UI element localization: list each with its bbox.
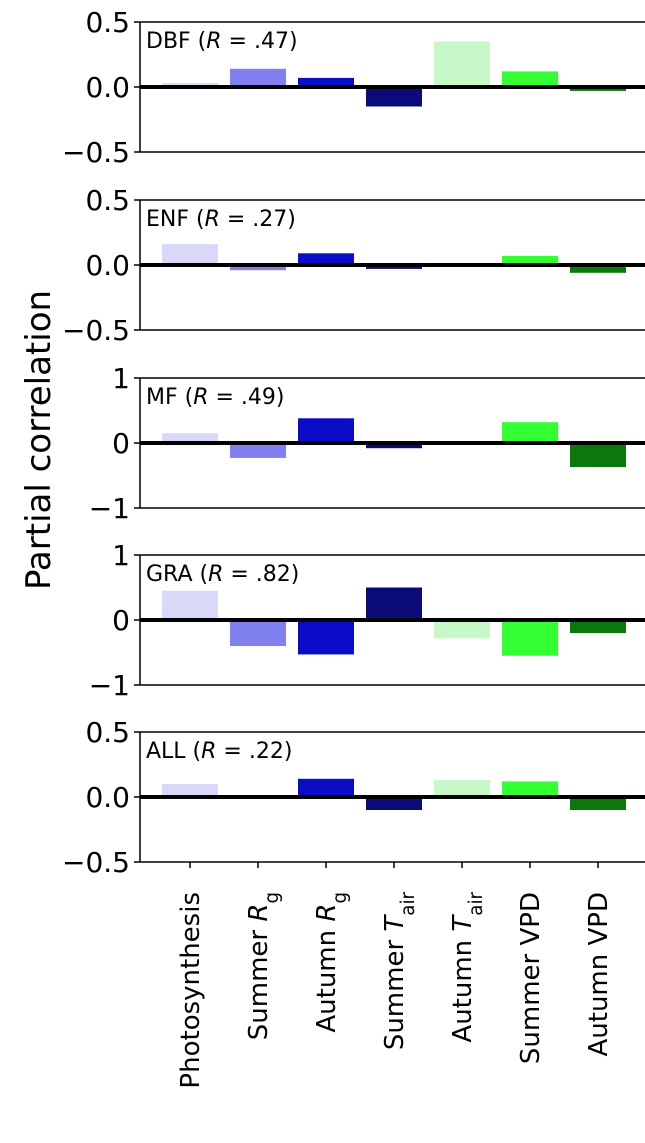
text-part: GRA ( — [146, 562, 208, 587]
text-part: g — [330, 892, 351, 904]
bar — [162, 433, 218, 443]
text-part: MF ( — [146, 385, 193, 410]
bar — [570, 443, 626, 468]
x-tick-label: Summer VPD — [516, 892, 546, 1064]
bar — [230, 443, 286, 458]
x-tick-label: Summer Rg — [244, 892, 283, 1040]
y-tick-label: 0.0 — [85, 71, 130, 104]
bar — [502, 255, 558, 265]
bar — [434, 780, 490, 797]
x-tick-label: Autumn VPD — [584, 892, 614, 1057]
text-part: R — [244, 904, 274, 922]
y-tick-label: 1 — [112, 362, 130, 395]
text-part: Photosynthesis — [176, 892, 206, 1089]
text-part: Autumn — [312, 922, 342, 1033]
text-part: air — [466, 891, 487, 915]
y-tick-label: 0.5 — [85, 6, 130, 39]
x-tick-label: Photosynthesis — [176, 892, 206, 1089]
text-part: = .47) — [222, 29, 298, 54]
text-part: ALL ( — [146, 739, 201, 764]
y-tick-label: −0.5 — [62, 846, 130, 879]
text-part: T — [380, 914, 410, 932]
bar — [366, 797, 422, 810]
bar — [298, 77, 354, 87]
bar — [298, 778, 354, 797]
text-part: Autumn — [448, 932, 478, 1043]
bar — [162, 244, 218, 265]
y-tick-label: −1 — [89, 669, 130, 702]
bar — [570, 265, 626, 273]
text-part: air — [398, 891, 419, 915]
text-part: R — [208, 562, 223, 587]
text-part: R — [312, 904, 342, 922]
text-part: = .49) — [209, 385, 285, 410]
y-tick-label: 0.5 — [85, 716, 130, 749]
text-part: g — [262, 892, 283, 904]
bar — [434, 620, 490, 639]
bar — [502, 71, 558, 87]
bar — [230, 265, 286, 271]
bar — [298, 418, 354, 443]
panel-title: MF (R = .49) — [146, 385, 285, 410]
y-tick-label: 0.0 — [85, 781, 130, 814]
x-tick-label: Autumn Rg — [312, 892, 351, 1033]
bar — [570, 797, 626, 810]
text-part: R — [201, 739, 216, 764]
text-part: = .22) — [216, 739, 292, 764]
text-part: ENF ( — [146, 207, 205, 232]
text-part: R — [206, 29, 221, 54]
text-part: Summer — [244, 922, 274, 1041]
bar — [298, 253, 354, 265]
x-tick-label: Autumn Tair — [448, 891, 487, 1042]
text-part: Summer — [380, 932, 410, 1051]
text-part: T — [448, 914, 478, 932]
bar — [502, 620, 558, 656]
y-axis-label: Partial correlation — [19, 290, 59, 590]
y-tick-label: 0.0 — [85, 249, 130, 282]
bar — [570, 620, 626, 633]
bar — [230, 620, 286, 646]
bar — [366, 87, 422, 107]
y-tick-label: −0.5 — [62, 314, 130, 347]
bar — [298, 620, 354, 655]
y-tick-label: 0.5 — [85, 184, 130, 217]
x-tick-label: Summer Tair — [380, 891, 419, 1050]
text-part: = .82) — [223, 562, 299, 587]
y-tick-label: 0 — [112, 427, 130, 460]
panel-title: ENF (R = .27) — [146, 207, 296, 232]
bar — [230, 68, 286, 87]
panel-title: GRA (R = .82) — [146, 562, 299, 587]
bar — [434, 41, 490, 87]
text-part: DBF ( — [146, 29, 206, 54]
y-tick-label: −1 — [89, 492, 130, 525]
text-part: Autumn VPD — [584, 892, 614, 1057]
bar — [366, 587, 422, 620]
bar — [502, 422, 558, 443]
bar — [162, 590, 218, 620]
bar — [502, 781, 558, 797]
y-tick-label: 0 — [112, 604, 130, 637]
bar — [366, 443, 422, 449]
text-part: = .27) — [220, 207, 296, 232]
panel-title: ALL (R = .22) — [146, 739, 292, 764]
text-part: Summer VPD — [516, 892, 546, 1064]
text-part: R — [205, 207, 220, 232]
bar — [162, 784, 218, 797]
y-tick-label: −0.5 — [62, 136, 130, 169]
y-tick-label: 1 — [112, 539, 130, 572]
text-part: R — [193, 385, 208, 410]
panel-title: DBF (R = .47) — [146, 29, 298, 54]
